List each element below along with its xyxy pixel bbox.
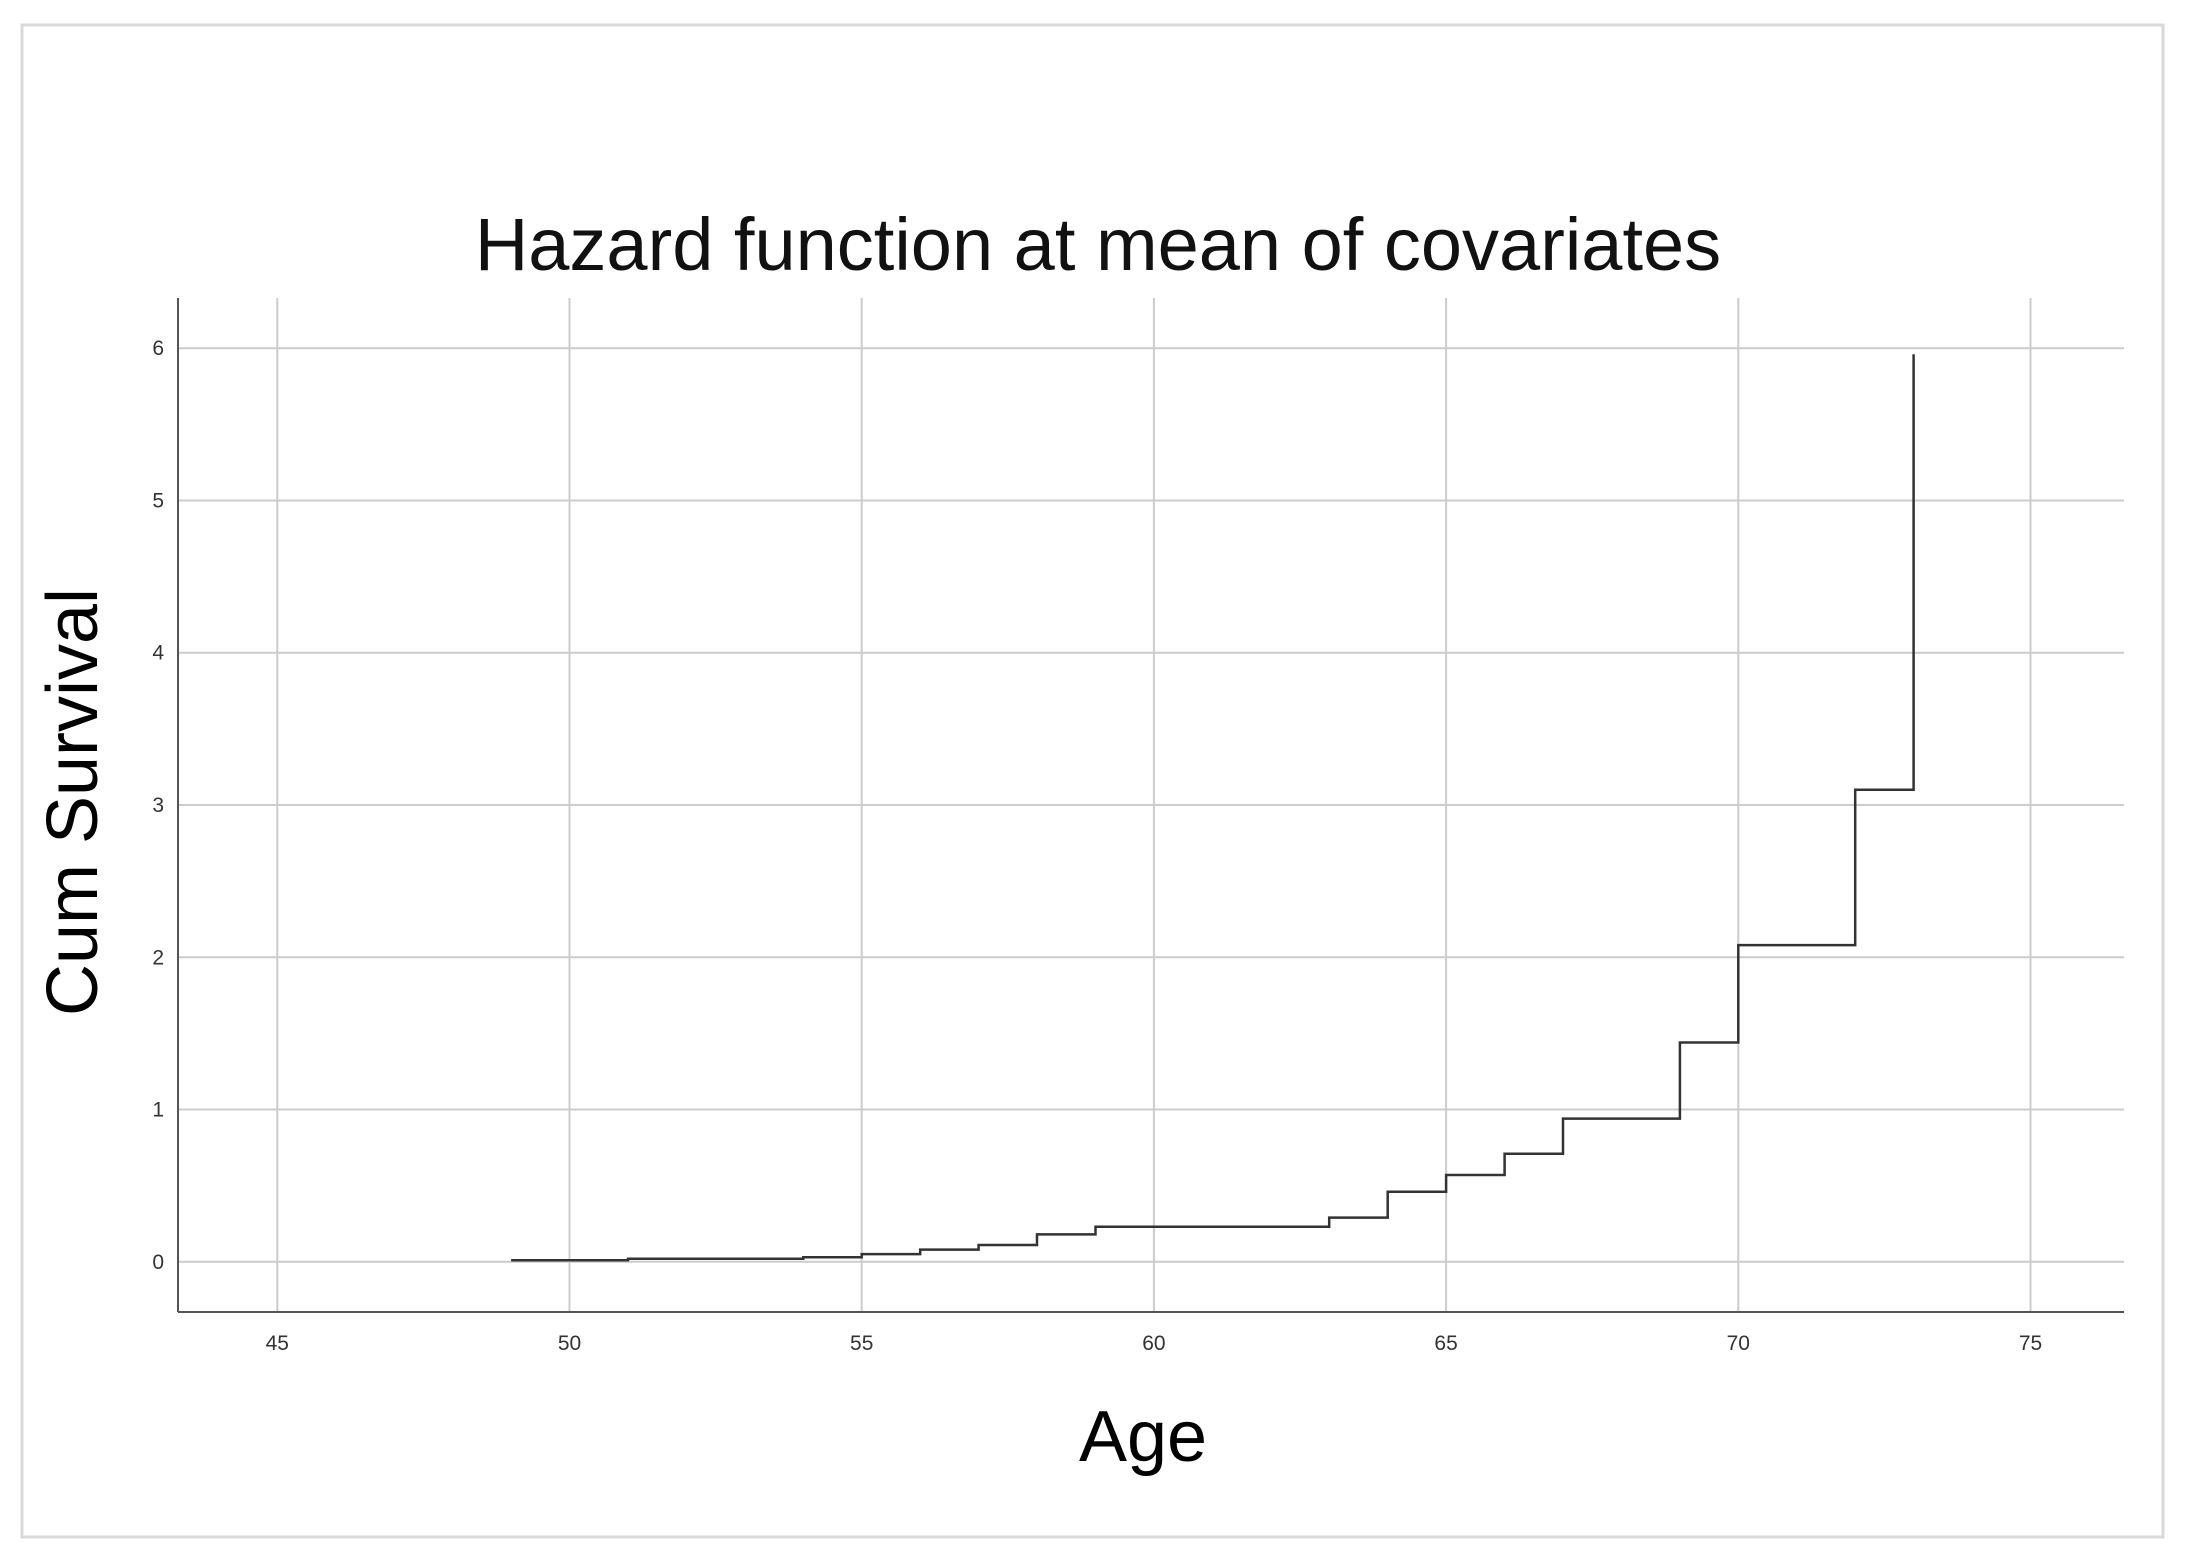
y-tick-label: 5 — [152, 490, 164, 513]
x-tick-label: 60 — [1142, 1332, 1165, 1355]
x-tick-label: 70 — [1727, 1332, 1750, 1355]
x-tick-label: 50 — [558, 1332, 581, 1355]
x-tick-label: 45 — [266, 1332, 289, 1355]
x-tick-label: 65 — [1434, 1332, 1457, 1355]
x-tick-labels: 45 50 55 60 65 70 75 — [266, 1332, 2043, 1355]
figure-frame — [20, 23, 2165, 1539]
y-tick-labels: 0 1 2 3 4 5 6 — [152, 337, 164, 1274]
x-tick-label: 55 — [850, 1332, 873, 1355]
y-axis-label: Cum Survival — [33, 588, 113, 1016]
x-tick-label: 75 — [2019, 1332, 2042, 1355]
y-tick-label: 3 — [152, 794, 164, 817]
x-axis-label: Age — [1079, 1397, 1207, 1477]
y-tick-label: 0 — [152, 1251, 164, 1274]
y-tick-label: 6 — [152, 337, 164, 360]
grid-layer — [178, 298, 2124, 1312]
series-line — [511, 354, 1915, 1262]
y-tick-label: 2 — [152, 946, 164, 969]
y-tick-label: 1 — [152, 1099, 164, 1122]
y-tick-label: 4 — [152, 642, 164, 665]
chart-title: Hazard function at mean of covariates — [475, 203, 1721, 286]
